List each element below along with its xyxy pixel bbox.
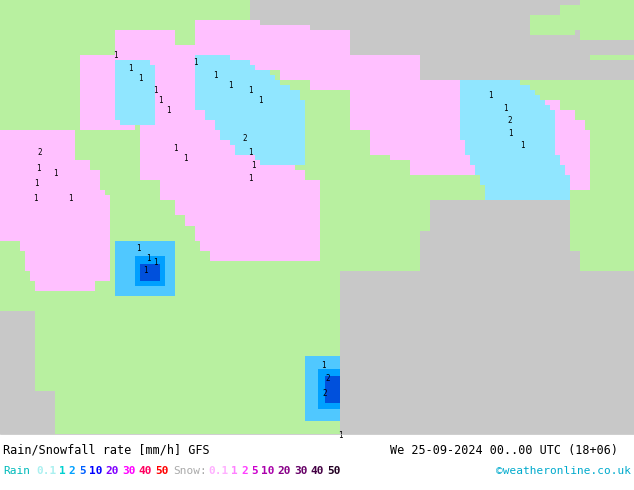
Text: 1: 1 <box>36 164 41 173</box>
Text: 2: 2 <box>37 147 42 157</box>
Text: 1: 1 <box>165 106 171 115</box>
Text: 1: 1 <box>503 104 507 113</box>
Text: 1: 1 <box>228 81 232 90</box>
Text: 40: 40 <box>311 466 324 476</box>
Text: 1: 1 <box>183 154 187 163</box>
Text: 1: 1 <box>321 361 325 370</box>
Text: 1: 1 <box>143 266 147 275</box>
Text: 2: 2 <box>241 466 248 476</box>
Text: 50: 50 <box>327 466 340 476</box>
Text: 1: 1 <box>153 86 157 95</box>
Text: 1: 1 <box>138 74 142 83</box>
Text: 30: 30 <box>294 466 307 476</box>
Text: 1: 1 <box>68 194 72 203</box>
Text: 1: 1 <box>136 244 140 253</box>
Text: 1: 1 <box>193 58 197 67</box>
Text: 1: 1 <box>508 129 512 138</box>
Text: 1: 1 <box>338 431 342 440</box>
Text: We 25-09-2024 00..00 UTC (18+06): We 25-09-2024 00..00 UTC (18+06) <box>390 444 618 457</box>
Text: 1: 1 <box>257 96 262 105</box>
Text: 50: 50 <box>155 466 168 476</box>
Text: 1: 1 <box>212 71 217 79</box>
Text: Snow:: Snow: <box>173 466 207 476</box>
Text: 10: 10 <box>89 466 103 476</box>
Text: 20: 20 <box>278 466 291 476</box>
Text: ©weatheronline.co.uk: ©weatheronline.co.uk <box>496 466 631 476</box>
Text: 2: 2 <box>243 134 247 143</box>
Text: 1: 1 <box>248 147 252 157</box>
Text: 1: 1 <box>153 258 157 267</box>
Text: 2: 2 <box>508 116 512 124</box>
Text: 1: 1 <box>58 466 65 476</box>
Text: Rain: Rain <box>3 466 30 476</box>
Text: 0.1: 0.1 <box>36 466 56 476</box>
Text: 1: 1 <box>34 179 38 188</box>
Text: 1: 1 <box>172 144 178 153</box>
Text: 1: 1 <box>248 174 252 183</box>
Text: 1: 1 <box>127 64 133 73</box>
Text: 1: 1 <box>158 96 162 105</box>
Text: 2: 2 <box>323 389 327 398</box>
Text: 30: 30 <box>122 466 136 476</box>
Text: 2: 2 <box>326 374 330 383</box>
Text: 10: 10 <box>261 466 275 476</box>
Text: 1: 1 <box>250 161 256 170</box>
Text: 5: 5 <box>79 466 86 476</box>
Text: Rain/Snowfall rate [mm/h] GFS: Rain/Snowfall rate [mm/h] GFS <box>3 444 210 457</box>
Text: 1: 1 <box>53 169 57 178</box>
Text: 20: 20 <box>106 466 119 476</box>
Text: 1: 1 <box>146 254 150 263</box>
Text: 40: 40 <box>138 466 152 476</box>
Text: 1: 1 <box>520 141 524 150</box>
Text: 2: 2 <box>69 466 75 476</box>
Text: 0.1: 0.1 <box>208 466 228 476</box>
Text: 1: 1 <box>231 466 238 476</box>
Text: 1: 1 <box>248 86 252 95</box>
Text: 1: 1 <box>488 91 493 99</box>
Text: 1: 1 <box>33 194 37 203</box>
Text: 1: 1 <box>113 50 117 60</box>
Text: 5: 5 <box>251 466 258 476</box>
